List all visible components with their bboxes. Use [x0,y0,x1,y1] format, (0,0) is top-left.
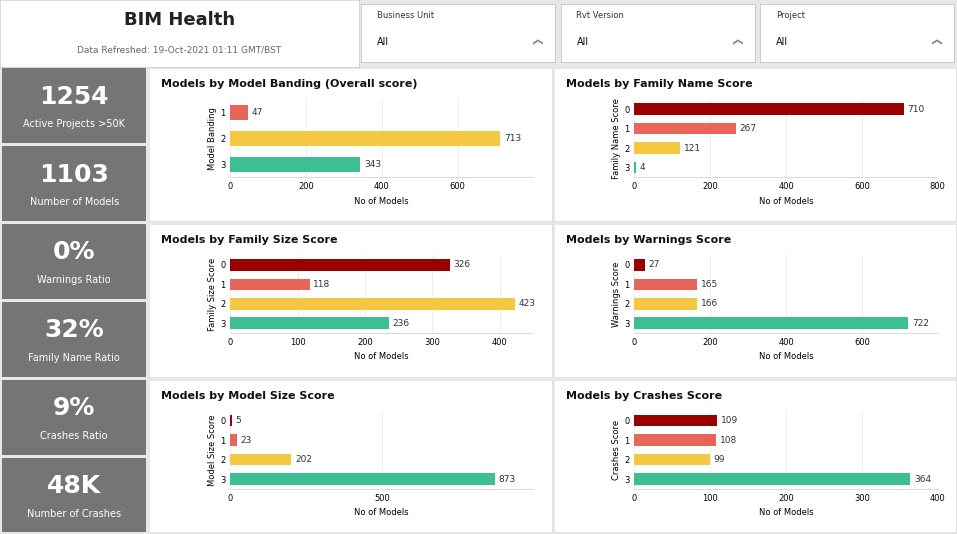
Text: Warnings Ratio: Warnings Ratio [37,275,111,285]
Text: 109: 109 [721,416,738,425]
Text: 873: 873 [499,475,516,484]
Bar [634,317,908,329]
Bar [634,415,717,427]
Text: Models by Crashes Score: Models by Crashes Score [566,390,722,400]
Bar [231,105,248,120]
Text: 267: 267 [740,124,756,133]
Bar [634,434,717,446]
Text: 710: 710 [907,105,924,114]
Y-axis label: Family Name Score: Family Name Score [612,98,621,179]
Bar [231,298,515,310]
Bar [634,298,698,310]
X-axis label: No of Models: No of Models [759,197,813,206]
Text: 48K: 48K [47,474,101,498]
Bar [231,317,389,329]
Text: ❮: ❮ [930,38,940,46]
Text: 47: 47 [252,108,263,117]
Text: Models by Family Size Score: Models by Family Size Score [162,235,338,245]
Text: Models by Model Size Score: Models by Model Size Score [162,390,335,400]
Text: Number of Models: Number of Models [30,197,119,207]
Text: 166: 166 [701,300,719,308]
Text: Family Name Ratio: Family Name Ratio [29,353,120,363]
Text: Number of Crashes: Number of Crashes [27,509,122,519]
Text: BIM Health: BIM Health [123,11,234,29]
Text: Models by Model Banding (Overall score): Models by Model Banding (Overall score) [162,79,418,89]
Text: 121: 121 [684,144,701,153]
Bar [634,103,903,115]
Text: 713: 713 [504,134,522,143]
Text: 423: 423 [519,300,536,308]
Text: 326: 326 [454,261,471,269]
Bar [231,279,310,290]
Bar [231,434,237,446]
X-axis label: No of Models: No of Models [759,352,813,362]
Text: ❮: ❮ [730,38,741,46]
Text: Project: Project [776,11,805,20]
Text: 165: 165 [701,280,718,289]
Bar [634,142,680,154]
Text: 1103: 1103 [39,162,109,186]
Bar [634,279,697,290]
X-axis label: No of Models: No of Models [354,197,409,206]
Bar [634,123,736,135]
Text: 27: 27 [648,261,659,269]
Bar [634,454,709,466]
Text: 23: 23 [241,436,252,445]
Text: Business Unit: Business Unit [377,11,434,20]
Text: Models by Warnings Score: Models by Warnings Score [566,235,731,245]
X-axis label: No of Models: No of Models [354,352,409,362]
Y-axis label: Family Size Score: Family Size Score [208,257,217,331]
Text: 1254: 1254 [39,85,109,109]
Bar [634,473,910,485]
Text: All: All [377,37,389,47]
Text: 236: 236 [392,319,410,328]
X-axis label: No of Models: No of Models [354,508,409,517]
Text: 108: 108 [720,436,737,445]
Bar [634,259,645,271]
Text: 202: 202 [295,455,312,464]
Text: All: All [776,37,788,47]
Text: 99: 99 [713,455,724,464]
Text: All: All [576,37,589,47]
X-axis label: No of Models: No of Models [759,508,813,517]
Bar [231,454,292,466]
Text: 0%: 0% [53,240,96,264]
Text: Active Projects >50K: Active Projects >50K [23,120,125,129]
Text: 722: 722 [912,319,929,328]
Bar [231,156,360,172]
Text: Models by Family Name Score: Models by Family Name Score [566,79,752,89]
Bar [231,259,450,271]
Text: Rvt Version: Rvt Version [576,11,624,20]
Y-axis label: Crashes Score: Crashes Score [612,420,621,480]
Y-axis label: Model Size Score: Model Size Score [208,414,217,485]
Text: 9%: 9% [53,396,96,420]
Text: 118: 118 [313,280,330,289]
Text: 5: 5 [235,416,241,425]
Y-axis label: Warnings Score: Warnings Score [612,262,621,327]
Text: ❮: ❮ [531,38,541,46]
Bar [634,162,636,174]
Text: 343: 343 [364,160,381,169]
Bar [231,473,495,485]
Text: 32%: 32% [44,318,104,342]
Text: Crashes Ratio: Crashes Ratio [40,431,108,441]
Text: 364: 364 [914,475,931,484]
Bar [231,131,501,146]
Text: 4: 4 [639,163,645,172]
Bar [231,415,232,427]
Y-axis label: Model Banding: Model Banding [208,107,217,170]
Text: Data Refreshed: 19-Oct-2021 01:11 GMT/BST: Data Refreshed: 19-Oct-2021 01:11 GMT/BS… [78,45,281,54]
